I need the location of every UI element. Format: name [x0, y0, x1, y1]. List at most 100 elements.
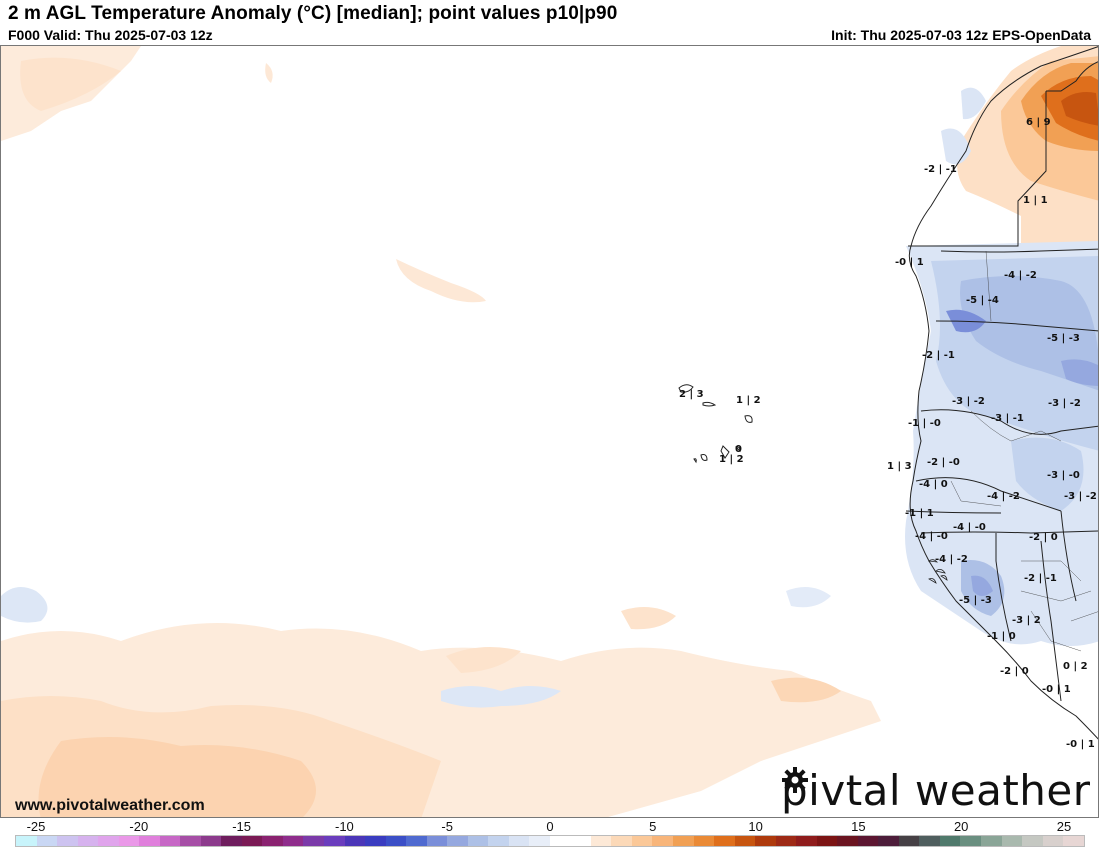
colorbar-segment: [77, 836, 99, 846]
colorbar-segment: [488, 836, 509, 846]
colorbar-segment: [57, 836, 78, 846]
colorbar-segment: [241, 836, 263, 846]
point-value: -4 | -2: [1004, 270, 1037, 281]
coastlines-and-borders: [905, 46, 1098, 740]
colorbar-segment: [652, 836, 673, 846]
colorbar-segment: [447, 836, 468, 846]
colorbar-segment: [139, 836, 160, 846]
point-value: -4 | -2: [987, 491, 1020, 502]
point-value: -2 | -1: [924, 164, 957, 175]
colorbar-segment: [406, 836, 427, 846]
point-value: -4 | 0: [919, 479, 948, 490]
colorbar-segment: [1001, 836, 1023, 846]
map-title: 2 m AGL Temperature Anomaly (°C) [median…: [8, 3, 618, 24]
colorbar-tick-label: 15: [851, 819, 866, 834]
point-value: -2 | 0: [1000, 666, 1029, 677]
colorbar-segment: [980, 836, 1002, 846]
point-value: -1 | 0: [987, 631, 1016, 642]
point-value-labels: 6 | 9 -2 | -1 1 | 1 -0 | 1 -4 | -2 -5 | …: [679, 117, 1097, 750]
point-value: -5 | -3: [959, 595, 992, 606]
point-value: 0: [735, 444, 742, 455]
colorbar-segment: [734, 836, 756, 846]
point-value: -4 | -0: [953, 522, 986, 533]
colorbar-segment: [693, 836, 715, 846]
logo-text-right: tal weather: [845, 766, 1091, 815]
map-panel[interactable]: 6 | 9 -2 | -1 1 | 1 -0 | 1 -4 | -2 -5 | …: [0, 45, 1099, 818]
colorbar-segment: [960, 836, 981, 846]
point-value: -3 | -2: [1064, 491, 1097, 502]
colorbar-segment: [282, 836, 304, 846]
colorbar-segment: [570, 836, 591, 846]
colorbar-tick-label: 20: [953, 819, 969, 834]
inland-borders: [950, 250, 1098, 652]
colorbar-segment: [508, 836, 530, 846]
colorbar-segment: [878, 836, 899, 846]
colorbar-segment: [344, 836, 366, 846]
colorbar-segment: [36, 836, 58, 846]
colorbar-segment: [775, 836, 797, 846]
colorbar-segment: [1042, 836, 1064, 846]
point-value: -1 | -0: [908, 418, 941, 429]
colorbar-segment: [1063, 836, 1084, 846]
colorbar-tick-label: 10: [748, 819, 763, 834]
point-value: -4 | -0: [915, 531, 948, 542]
colorbar-segment: [816, 836, 838, 846]
point-value: -0 | 1: [1042, 684, 1071, 695]
colorbar-segment: [200, 836, 222, 846]
colorbar-tick-label: 0: [546, 819, 554, 834]
colorbar-tick-label: -10: [334, 819, 354, 834]
colorbar-segment: [714, 836, 735, 846]
colorbar-segment: [118, 836, 140, 846]
point-value: -0 | 1: [895, 257, 924, 268]
point-value: -3 | -2: [1048, 398, 1081, 409]
colorbar-segment: [365, 836, 386, 846]
colorbar: [15, 835, 1085, 847]
point-value: -2 | 0: [1029, 532, 1058, 543]
point-value: 1 | 3: [887, 461, 912, 472]
header: 2 m AGL Temperature Anomaly (°C) [median…: [0, 0, 1100, 46]
point-value: -3 | 2: [1012, 615, 1041, 626]
bijagos-islands: [927, 559, 948, 584]
point-value: -0 | 1: [1066, 739, 1095, 750]
colorbar-tick-label: 5: [649, 819, 657, 834]
colorbar-segment: [939, 836, 961, 846]
colorbar-segment: [1022, 836, 1043, 846]
cool-anomaly-shading: [1, 87, 1098, 708]
point-value: -5 | -3: [1047, 333, 1080, 344]
colorbar-segment: [755, 836, 776, 846]
colorbar-segment: [837, 836, 858, 846]
point-value: -3 | -2: [952, 396, 985, 407]
point-value: -3 | -0: [1047, 470, 1080, 481]
colorbar-segment: [549, 836, 571, 846]
colorbar-segment: [303, 836, 324, 846]
point-value: -4 | -2: [935, 554, 968, 565]
point-value: -2 | -1: [922, 350, 955, 361]
colorbar-segment: [385, 836, 407, 846]
colorbar-segment: [426, 836, 448, 846]
point-value: 0 | 2: [1063, 661, 1088, 672]
colorbar-segment: [323, 836, 345, 846]
colorbar-segment: [611, 836, 632, 846]
point-value: -2 | -1: [1024, 573, 1057, 584]
point-value: -5 | -4: [966, 295, 999, 306]
colorbar-segment: [262, 836, 283, 846]
colorbar-segment: [180, 836, 201, 846]
colorbar-segment: [159, 836, 181, 846]
website-url: www.pivotalweather.com: [15, 797, 205, 814]
colorbar-segment: [221, 836, 242, 846]
valid-time: F000 Valid: Thu 2025-07-03 12z: [8, 27, 213, 43]
colorbar-tick-label: -5: [441, 819, 453, 834]
colorbar-segment: [919, 836, 940, 846]
colorbar-segment: [857, 836, 879, 846]
colorbar-segment: [631, 836, 653, 846]
point-value: 2 | 3: [679, 389, 704, 400]
point-value: 6 | 9: [1026, 117, 1051, 128]
colorbar-tick-label: -25: [26, 819, 46, 834]
pivotal-weather-logo: piv tal weather: [781, 766, 1091, 815]
point-value: 1 | 2: [719, 454, 744, 465]
point-value: 1 | 1: [1023, 195, 1048, 206]
point-value: -3 | -1: [991, 413, 1024, 424]
colorbar-segment: [898, 836, 920, 846]
colorbar-tick-label: 25: [1056, 819, 1072, 834]
anomaly-map: 6 | 9 -2 | -1 1 | 1 -0 | 1 -4 | -2 -5 | …: [1, 46, 1098, 817]
